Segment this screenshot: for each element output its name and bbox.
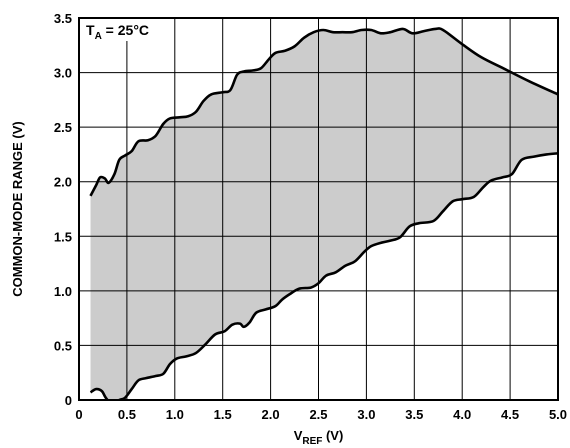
- lower-limit-line: [89, 152, 558, 400]
- x-tick-label: 3.0: [357, 407, 375, 422]
- y-tick-label: 1.0: [54, 284, 72, 299]
- x-axis-title-main: V: [294, 428, 303, 443]
- temperature-annotation-text: TA = 25°C: [86, 22, 149, 42]
- x-tick-label: 4.5: [501, 407, 519, 422]
- grid-layer: [79, 18, 558, 400]
- tick-label-layer: 0 0.5 1.0 1.5 2.0 2.5 3.0 3.5 4.0 4.5 5.0 0 0.5 1.0 1.…: [54, 11, 567, 422]
- x-axis-title: VREF (V): [294, 428, 344, 447]
- x-tick-label: 4.0: [453, 407, 471, 422]
- x-tick-label: 2.0: [262, 407, 280, 422]
- y-tick-label: 2.5: [54, 120, 72, 135]
- x-tick-label: 5.0: [549, 407, 567, 422]
- y-tick-label: 3.0: [54, 66, 72, 81]
- annotation-main: T: [86, 22, 95, 38]
- y-axis-title: COMMON-MODE RANGE (V): [10, 121, 25, 297]
- x-axis-title-subscript: REF: [302, 436, 322, 447]
- y-tick-label: 1.5: [54, 229, 72, 244]
- x-tick-label: 0: [75, 407, 82, 422]
- temperature-annotation: TA = 25°C: [80, 19, 170, 42]
- boundary-lines-layer: [89, 27, 558, 400]
- x-tick-label: 1.5: [214, 407, 232, 422]
- plot-frame: [78, 17, 559, 401]
- annotation-rest: = 25°C: [102, 22, 149, 38]
- x-tick-label: 2.5: [309, 407, 327, 422]
- annotation-subscript: A: [95, 31, 102, 42]
- upper-limit-line: [89, 27, 558, 197]
- x-tick-label: 3.5: [405, 407, 423, 422]
- y-tick-label: 0.5: [54, 338, 72, 353]
- y-tick-label: 0: [65, 393, 72, 408]
- y-tick-label: 3.5: [54, 11, 72, 26]
- x-tick-label: 1.0: [166, 407, 184, 422]
- y-tick-label: 2.0: [54, 175, 72, 190]
- common-mode-range-area: [90, 28, 558, 400]
- shaded-region-layer: [90, 28, 558, 400]
- x-tick-label: 0.5: [118, 407, 136, 422]
- x-axis-title-unit: (V): [322, 428, 343, 443]
